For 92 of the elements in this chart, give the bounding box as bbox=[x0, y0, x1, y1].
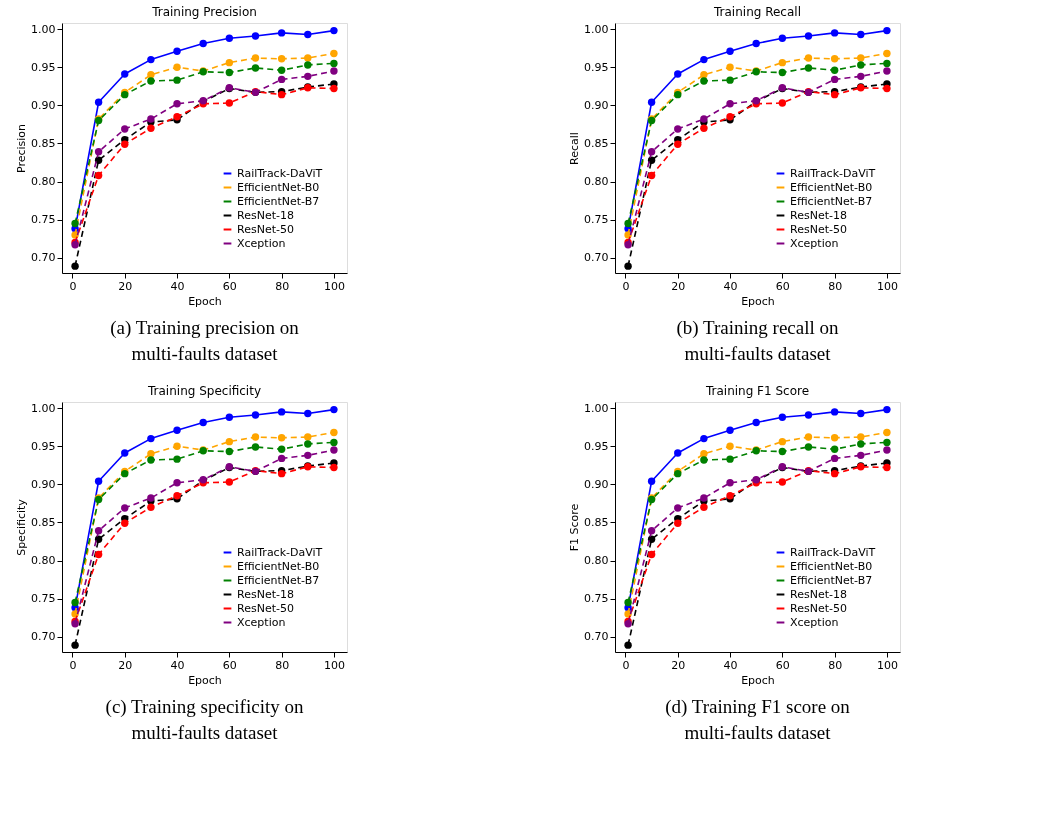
x-tick-label: 0 bbox=[69, 279, 77, 293]
legend-label: Xception bbox=[790, 615, 839, 629]
text: (d) Training F1 score on multi-faults dataset bbox=[665, 696, 851, 743]
legend-label: EfficientNet-B7 bbox=[237, 194, 320, 208]
legend-label: EfficientNet-B0 bbox=[237, 559, 320, 573]
x-axis-title: Epoch bbox=[188, 673, 222, 687]
x-tick-label: 80 bbox=[275, 658, 290, 672]
y-tick-label: 1.00 bbox=[584, 401, 609, 415]
x-tick-label: 40 bbox=[723, 658, 738, 672]
y-tick-label: 0.70 bbox=[584, 251, 609, 265]
chart-title: Training Precision bbox=[151, 5, 257, 19]
y-tick-label: 0.85 bbox=[584, 136, 609, 150]
y-tick-label: 0.70 bbox=[31, 251, 56, 265]
y-tick-label: 0.90 bbox=[31, 98, 56, 112]
x-tick-label: 100 bbox=[876, 658, 898, 672]
x-tick-label: 100 bbox=[323, 658, 345, 672]
y-tick-label: 1.00 bbox=[31, 401, 56, 415]
legend-label: ResNet-18 bbox=[790, 208, 847, 222]
legend-label: EfficientNet-B7 bbox=[790, 573, 873, 587]
y-axis-title: Precision bbox=[15, 123, 29, 174]
legend-label: ResNet-18 bbox=[790, 587, 847, 601]
x-tick-label: 60 bbox=[775, 658, 790, 672]
legend-label: RailTrack-DaViT bbox=[790, 545, 876, 559]
legend-label: RailTrack-DaViT bbox=[237, 545, 323, 559]
y-tick-label: 0.75 bbox=[31, 592, 56, 606]
text: (a) Training precision on multi-faults dataset bbox=[110, 317, 300, 364]
text: (c) Training specificity on multi-faults dataset bbox=[105, 696, 304, 743]
x-tick-label: 20 bbox=[118, 279, 133, 293]
y-axis-title: F1 Score bbox=[568, 503, 582, 552]
x-tick-label: 40 bbox=[170, 279, 185, 293]
x-tick-label: 80 bbox=[828, 658, 843, 672]
legend-label: ResNet-18 bbox=[237, 587, 294, 601]
y-tick-label: 0.90 bbox=[584, 477, 609, 491]
legend-label: EfficientNet-B7 bbox=[790, 194, 873, 208]
x-tick-label: 40 bbox=[170, 658, 185, 672]
x-tick-label: 20 bbox=[118, 658, 133, 672]
y-tick-label: 1.00 bbox=[31, 22, 56, 36]
legend-label: ResNet-50 bbox=[790, 601, 847, 615]
legend-label: RailTrack-DaViT bbox=[790, 166, 876, 180]
legend-label: ResNet-50 bbox=[790, 222, 847, 236]
y-tick-label: 0.90 bbox=[584, 98, 609, 112]
y-tick-label: 0.90 bbox=[31, 477, 56, 491]
y-tick-label: 1.00 bbox=[584, 22, 609, 36]
x-tick-label: 0 bbox=[622, 658, 630, 672]
legend-label: Xception bbox=[237, 615, 286, 629]
legend-label: ResNet-50 bbox=[237, 222, 294, 236]
x-tick-label: 100 bbox=[323, 279, 345, 293]
y-tick-label: 0.75 bbox=[584, 592, 609, 606]
x-tick-label: 20 bbox=[671, 279, 686, 293]
legend-label: EfficientNet-B7 bbox=[237, 573, 320, 587]
legend-label: EfficientNet-B0 bbox=[790, 559, 873, 573]
y-tick-label: 0.85 bbox=[31, 136, 56, 150]
x-tick-label: 0 bbox=[622, 279, 630, 293]
y-tick-label: 0.95 bbox=[584, 439, 609, 453]
y-tick-label: 0.80 bbox=[31, 554, 56, 568]
x-tick-label: 20 bbox=[671, 658, 686, 672]
legend-label: EfficientNet-B0 bbox=[790, 180, 873, 194]
legend-label: ResNet-18 bbox=[237, 208, 294, 222]
y-tick-label: 0.75 bbox=[31, 213, 56, 227]
y-tick-label: 0.95 bbox=[584, 60, 609, 74]
x-axis-title: Epoch bbox=[188, 294, 222, 308]
x-tick-label: 100 bbox=[876, 279, 898, 293]
chart-title: Training F1 Score bbox=[704, 384, 810, 398]
text: (b) Training recall on multi-faults dataset bbox=[676, 317, 839, 364]
x-tick-label: 0 bbox=[69, 658, 77, 672]
chart-title: Training Recall bbox=[713, 5, 801, 19]
legend-label: EfficientNet-B0 bbox=[237, 180, 320, 194]
y-tick-label: 0.70 bbox=[584, 630, 609, 644]
legend-label: Xception bbox=[790, 236, 839, 250]
y-tick-label: 0.70 bbox=[31, 630, 56, 644]
x-tick-label: 60 bbox=[222, 279, 237, 293]
y-tick-label: 0.75 bbox=[584, 213, 609, 227]
x-tick-label: 80 bbox=[275, 279, 290, 293]
y-tick-label: 0.85 bbox=[31, 515, 56, 529]
y-tick-label: 0.95 bbox=[31, 439, 56, 453]
y-tick-label: 0.80 bbox=[31, 175, 56, 189]
y-axis-title: Recall bbox=[568, 132, 582, 165]
legend-label: ResNet-50 bbox=[237, 601, 294, 615]
x-tick-label: 80 bbox=[828, 279, 843, 293]
y-tick-label: 0.80 bbox=[584, 554, 609, 568]
legend-label: RailTrack-DaViT bbox=[237, 166, 323, 180]
y-axis-title: Specificity bbox=[15, 498, 29, 556]
x-tick-label: 60 bbox=[775, 279, 790, 293]
y-tick-label: 0.95 bbox=[31, 60, 56, 74]
y-tick-label: 0.80 bbox=[584, 175, 609, 189]
y-tick-label: 0.85 bbox=[584, 515, 609, 529]
x-tick-label: 40 bbox=[723, 279, 738, 293]
x-axis-title: Epoch bbox=[741, 673, 775, 687]
x-tick-label: 60 bbox=[222, 658, 237, 672]
x-axis-title: Epoch bbox=[741, 294, 775, 308]
chart-title: Training Specificity bbox=[146, 384, 262, 398]
legend-label: Xception bbox=[237, 236, 286, 250]
